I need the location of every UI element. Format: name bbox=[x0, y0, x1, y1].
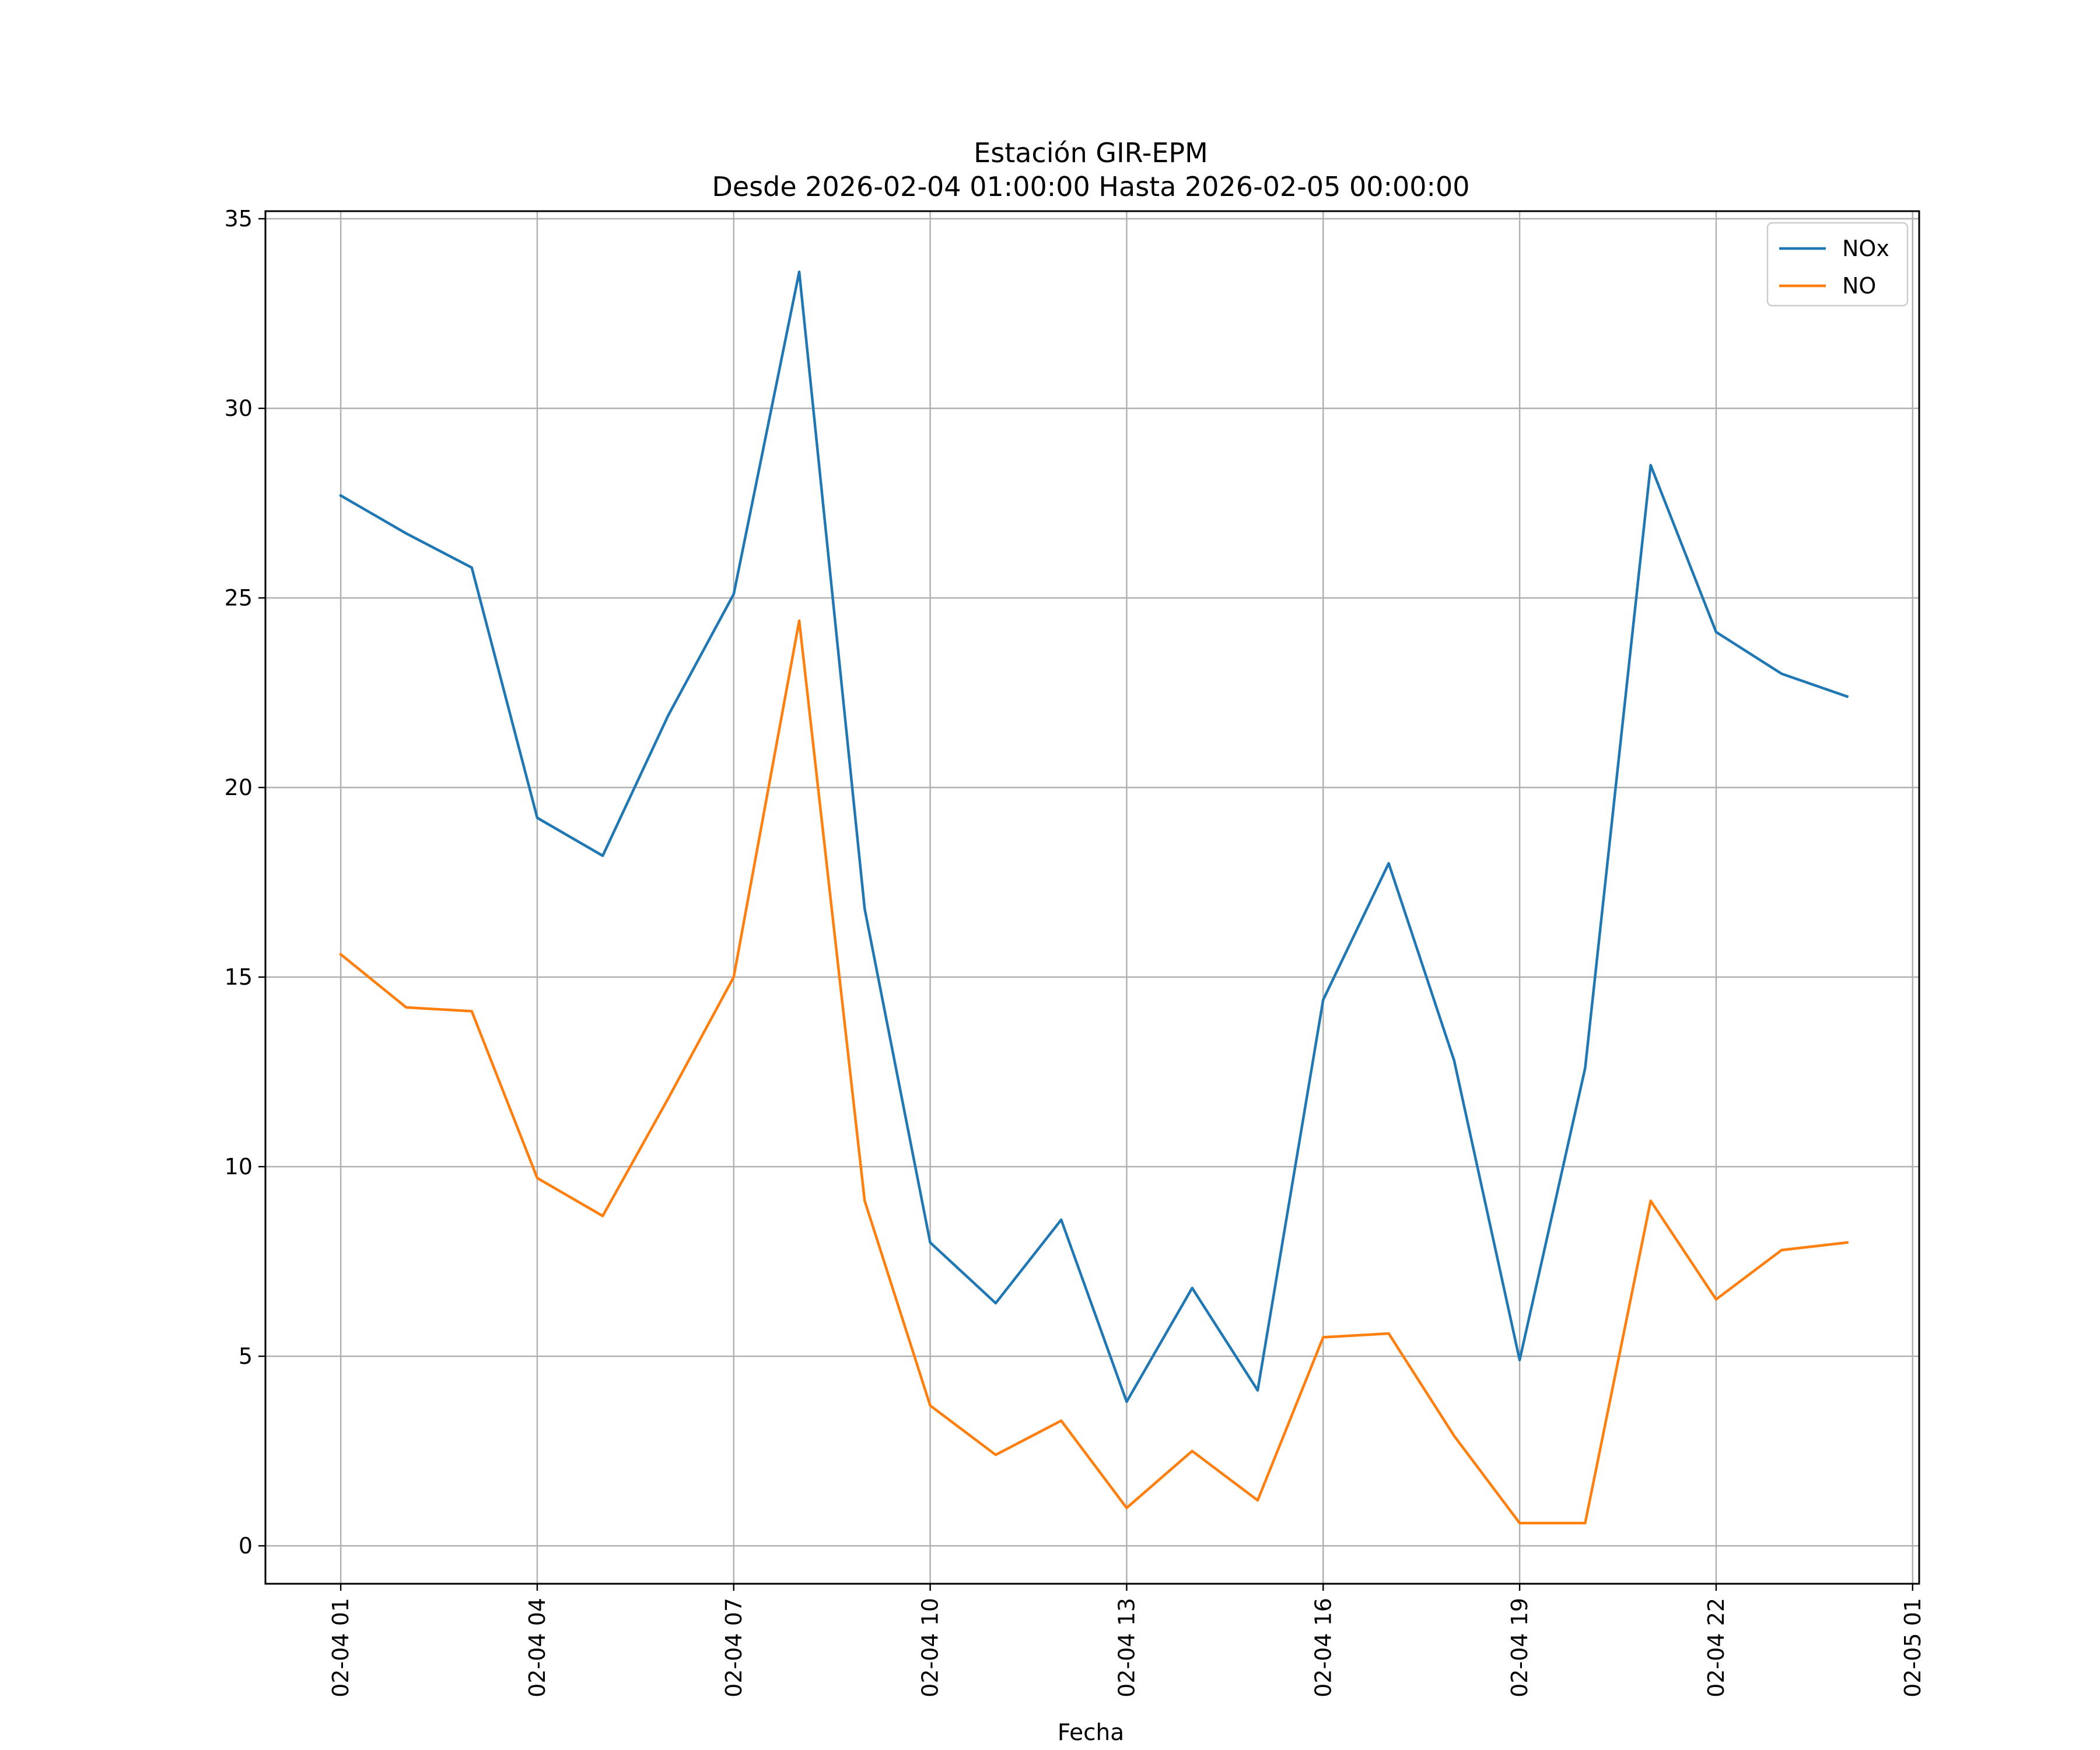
series-line-no bbox=[338, 619, 1849, 1525]
x-tick-label: 02-04 22 bbox=[1703, 1598, 1729, 1698]
chart-subtitle: Desde 2026-02-04 01:00:00 Hasta 2026-02-… bbox=[712, 171, 1469, 202]
x-tick-label: 02-04 19 bbox=[1507, 1598, 1532, 1698]
y-tick-label: 30 bbox=[225, 396, 253, 421]
x-tick-label: 02-04 07 bbox=[721, 1598, 747, 1698]
axes-frame bbox=[264, 210, 1920, 1585]
x-tick-label: 02-04 13 bbox=[1114, 1598, 1139, 1698]
y-tick-label: 0 bbox=[239, 1533, 253, 1559]
axis-ticks: 02-04 01 02-04 04 02-04 07 02-04 10 02-04 13… bbox=[225, 206, 1926, 1698]
x-tick-label: 02-04 01 bbox=[328, 1598, 354, 1698]
x-tick-label: 02-04 16 bbox=[1310, 1598, 1336, 1698]
x-tick-label: 02-04 04 bbox=[524, 1598, 550, 1698]
legend-label-no: NO bbox=[1842, 273, 1876, 299]
grid-lines bbox=[265, 211, 1919, 1584]
y-tick-label: 35 bbox=[225, 206, 253, 232]
series-line-nox bbox=[339, 270, 1849, 1404]
chart-title: Estación GIR-EPM bbox=[974, 137, 1208, 169]
legend-label-nox: NOx bbox=[1842, 236, 1889, 261]
y-tick-label: 15 bbox=[225, 964, 253, 990]
y-tick-label: 25 bbox=[225, 585, 253, 611]
y-tick-label: 10 bbox=[225, 1154, 253, 1180]
y-tick-label: 20 bbox=[225, 775, 253, 800]
y-tick-label: 5 bbox=[239, 1343, 253, 1369]
x-tick-label: 02-05 01 bbox=[1900, 1598, 1926, 1698]
legend: NOx NO bbox=[1766, 222, 1909, 307]
plot-series bbox=[338, 270, 1849, 1525]
x-tick-label: 02-04 10 bbox=[918, 1598, 943, 1698]
x-axis-label: Fecha bbox=[1058, 1720, 1124, 1746]
